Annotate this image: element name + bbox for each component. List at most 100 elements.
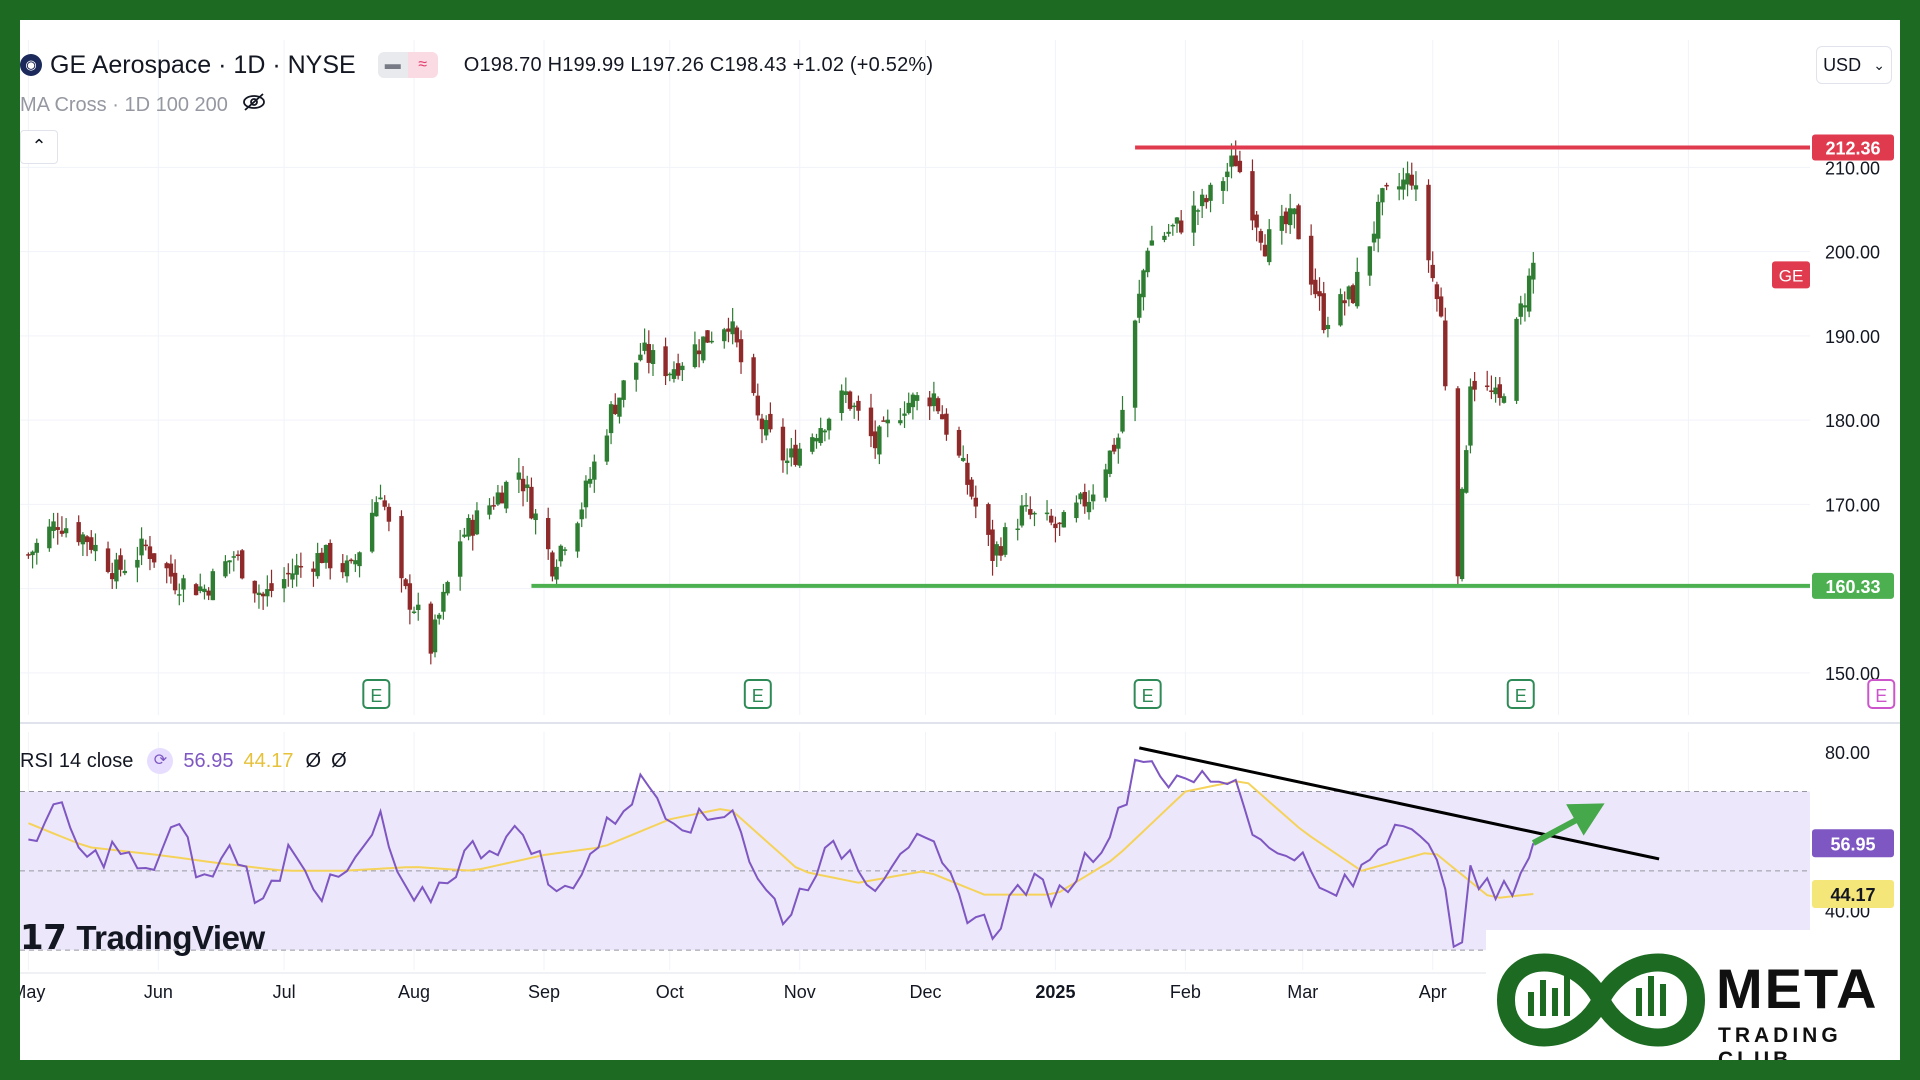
candle-body[interactable] <box>1225 171 1230 178</box>
candle-body[interactable] <box>990 529 995 561</box>
chevron-up-icon[interactable]: ⌃ <box>20 130 58 164</box>
candle-body[interactable] <box>965 462 970 485</box>
candle-body[interactable] <box>755 395 760 416</box>
candle-body[interactable] <box>416 604 421 611</box>
candle-body[interactable] <box>1350 285 1356 304</box>
candle-body[interactable] <box>1002 527 1008 555</box>
candle-body[interactable] <box>986 504 991 535</box>
candle-body[interactable] <box>793 444 798 465</box>
candle-body[interactable] <box>1518 303 1523 317</box>
candle-body[interactable] <box>722 329 727 342</box>
candle-body[interactable] <box>206 590 211 596</box>
candle-body[interactable] <box>1208 184 1213 201</box>
candle-body[interactable] <box>1090 494 1096 502</box>
candle-body[interactable] <box>93 544 98 552</box>
candle-body[interactable] <box>1145 250 1150 273</box>
candle-body[interactable] <box>973 497 978 507</box>
candle-body[interactable] <box>147 546 153 559</box>
candle-body[interactable] <box>1296 205 1301 240</box>
candle-body[interactable] <box>374 502 379 517</box>
rsi-ma-line[interactable] <box>28 780 1534 899</box>
candle-body[interactable] <box>529 486 534 519</box>
candle-body[interactable] <box>63 528 69 534</box>
candle-body[interactable] <box>281 579 287 589</box>
candle-body[interactable] <box>856 400 861 411</box>
candle-body[interactable] <box>726 328 731 332</box>
candle-body[interactable] <box>902 413 907 416</box>
candle-body[interactable] <box>135 559 140 568</box>
candle-body[interactable] <box>613 404 618 414</box>
candle-body[interactable] <box>592 461 597 480</box>
candle-body[interactable] <box>1464 450 1469 493</box>
candle-body[interactable] <box>177 594 182 596</box>
candle-body[interactable] <box>1342 300 1347 304</box>
candle-body[interactable] <box>210 571 216 601</box>
candle-body[interactable] <box>868 407 874 437</box>
candle-body[interactable] <box>445 582 450 594</box>
candle-body[interactable] <box>369 512 375 552</box>
candle-body[interactable] <box>1023 505 1029 507</box>
earnings-marker[interactable] <box>743 679 772 709</box>
candle-body[interactable] <box>89 537 94 550</box>
candle-body[interactable] <box>198 586 203 591</box>
candle-body[interactable] <box>105 548 111 572</box>
candle-body[interactable] <box>768 413 773 430</box>
candle-body[interactable] <box>1443 320 1448 387</box>
candle-body[interactable] <box>51 521 56 531</box>
candle-body[interactable] <box>701 336 706 361</box>
earnings-marker[interactable] <box>362 679 391 709</box>
candle-body[interactable] <box>323 544 329 563</box>
candle-body[interactable] <box>1292 208 1297 215</box>
candle-body[interactable] <box>1455 388 1461 577</box>
candle-body[interactable] <box>487 505 492 515</box>
candle-body[interactable] <box>122 570 128 574</box>
candle-body[interactable] <box>1132 320 1138 408</box>
candle-body[interactable] <box>462 534 467 537</box>
candle-body[interactable] <box>1074 502 1079 519</box>
candle-body[interactable] <box>294 565 299 575</box>
candle-body[interactable] <box>265 589 270 597</box>
candle-body[interactable] <box>671 369 677 379</box>
candle-body[interactable] <box>852 405 857 408</box>
candle-body[interactable] <box>1497 384 1502 398</box>
candle-body[interactable] <box>667 373 672 376</box>
candle-body[interactable] <box>1191 205 1196 233</box>
candle-body[interactable] <box>181 578 186 590</box>
candle-body[interactable] <box>357 552 362 567</box>
candle-body[interactable] <box>1162 235 1167 240</box>
candle-body[interactable] <box>914 395 920 401</box>
candle-body[interactable] <box>1380 188 1385 203</box>
refresh-icon[interactable]: ⟳ <box>147 748 174 774</box>
candle-body[interactable] <box>516 472 522 480</box>
candle-body[interactable] <box>1032 512 1037 515</box>
candle-body[interactable] <box>1317 291 1322 297</box>
candle-body[interactable] <box>826 418 832 431</box>
candle-body[interactable] <box>319 552 325 564</box>
candle-body[interactable] <box>499 492 505 504</box>
candle-body[interactable] <box>223 561 228 577</box>
candle-body[interactable] <box>227 560 232 563</box>
candle-body[interactable] <box>1120 409 1125 432</box>
candle-body[interactable] <box>76 522 81 543</box>
candle-body[interactable] <box>1220 181 1226 191</box>
candle-body[interactable] <box>587 478 593 484</box>
indicator-label[interactable]: MA Cross · 1D 100 200 <box>20 93 228 116</box>
candle-body[interactable] <box>491 505 496 507</box>
candle-body[interactable] <box>1493 387 1498 395</box>
candle-body[interactable] <box>822 430 828 433</box>
candle-body[interactable] <box>328 542 333 569</box>
candle-body[interactable] <box>940 414 945 420</box>
candle-body[interactable] <box>172 572 178 591</box>
candle-body[interactable] <box>239 550 245 579</box>
candle-body[interactable] <box>193 584 199 596</box>
candle-body[interactable] <box>256 592 262 596</box>
candle-body[interactable] <box>168 563 174 577</box>
rsi-trendline[interactable] <box>1138 746 1660 861</box>
candle-body[interactable] <box>910 394 916 408</box>
candle-body[interactable] <box>269 583 274 591</box>
candle-body[interactable] <box>1049 515 1054 523</box>
candle-body[interactable] <box>1426 184 1431 261</box>
candle-body[interactable] <box>730 321 735 335</box>
candle-body[interactable] <box>1107 450 1113 474</box>
candle-body[interactable] <box>1526 275 1532 312</box>
